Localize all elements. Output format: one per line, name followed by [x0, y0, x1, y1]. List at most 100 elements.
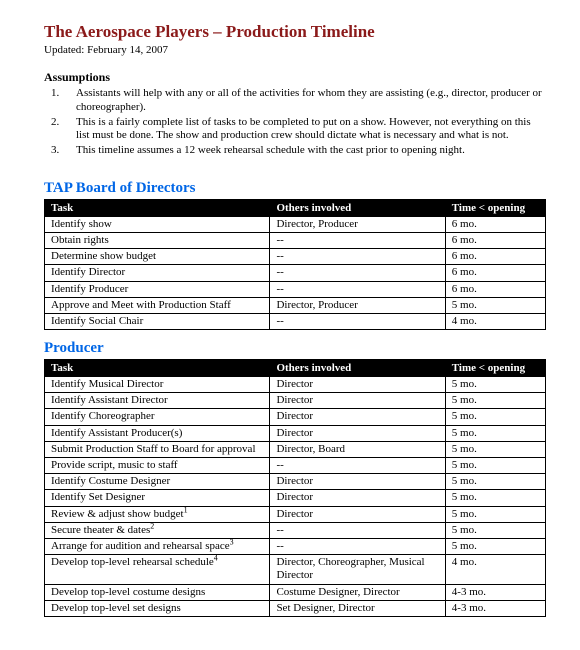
- cell-others: Director, Producer: [270, 216, 445, 232]
- column-header-task: Task: [45, 360, 270, 377]
- task-table: TaskOthers involvedTime < openingIdentif…: [44, 359, 546, 617]
- cell-time: 5 mo.: [445, 297, 545, 313]
- cell-task: Arrange for audition and rehearsal space…: [45, 538, 270, 554]
- column-header-others: Others involved: [270, 199, 445, 216]
- table-row: Identify Producer--6 mo.: [45, 281, 546, 297]
- cell-others: --: [270, 522, 445, 538]
- table-row: Identify Director--6 mo.: [45, 265, 546, 281]
- cell-task: Identify Assistant Producer(s): [45, 425, 270, 441]
- cell-task: Review & adjust show budget1: [45, 506, 270, 522]
- cell-task: Develop top-level rehearsal schedule4: [45, 555, 270, 584]
- cell-time: 6 mo.: [445, 249, 545, 265]
- section-heading: Producer: [44, 340, 546, 357]
- cell-others: Director, Board: [270, 441, 445, 457]
- task-table: TaskOthers involvedTime < openingIdentif…: [44, 199, 546, 330]
- cell-others: --: [270, 265, 445, 281]
- cell-time: 5 mo.: [445, 377, 545, 393]
- column-header-task: Task: [45, 199, 270, 216]
- table-row: Identify Musical DirectorDirector5 mo.: [45, 377, 546, 393]
- table-row: Identify Assistant DirectorDirector5 mo.: [45, 393, 546, 409]
- cell-others: Director: [270, 393, 445, 409]
- cell-time: 4 mo.: [445, 313, 545, 329]
- table-row: Identify showDirector, Producer6 mo.: [45, 216, 546, 232]
- page-title: The Aerospace Players – Production Timel…: [44, 22, 546, 42]
- cell-task: Identify Costume Designer: [45, 474, 270, 490]
- cell-time: 6 mo.: [445, 281, 545, 297]
- cell-task: Secure theater & dates2: [45, 522, 270, 538]
- table-row: Develop top-level costume designsCostume…: [45, 584, 546, 600]
- cell-others: --: [270, 538, 445, 554]
- cell-task: Identify show: [45, 216, 270, 232]
- cell-others: --: [270, 313, 445, 329]
- section-heading: TAP Board of Directors: [44, 180, 546, 197]
- cell-others: Costume Designer, Director: [270, 584, 445, 600]
- cell-task: Provide script, music to staff: [45, 458, 270, 474]
- table-row: Submit Production Staff to Board for app…: [45, 441, 546, 457]
- cell-others: Director, Choreographer, Musical Directo…: [270, 555, 445, 584]
- cell-time: 5 mo.: [445, 474, 545, 490]
- cell-task: Identify Social Chair: [45, 313, 270, 329]
- assumption-item: This timeline assumes a 12 week rehearsa…: [62, 144, 546, 158]
- document-page: The Aerospace Players – Production Timel…: [0, 0, 580, 647]
- column-header-time: Time < opening: [445, 360, 545, 377]
- cell-time: 5 mo.: [445, 506, 545, 522]
- table-row: Identify Assistant Producer(s)Director5 …: [45, 425, 546, 441]
- cell-others: Director: [270, 425, 445, 441]
- table-row: Obtain rights--6 mo.: [45, 232, 546, 248]
- assumptions-heading: Assumptions: [44, 70, 546, 85]
- cell-others: --: [270, 281, 445, 297]
- cell-time: 5 mo.: [445, 522, 545, 538]
- cell-task: Determine show budget: [45, 249, 270, 265]
- cell-time: 5 mo.: [445, 393, 545, 409]
- cell-others: Director: [270, 377, 445, 393]
- cell-time: 4 mo.: [445, 555, 545, 584]
- table-row: Approve and Meet with Production StaffDi…: [45, 297, 546, 313]
- cell-task: Develop top-level costume designs: [45, 584, 270, 600]
- cell-task: Submit Production Staff to Board for app…: [45, 441, 270, 457]
- cell-others: --: [270, 249, 445, 265]
- cell-task: Develop top-level set designs: [45, 600, 270, 616]
- cell-task: Identify Musical Director: [45, 377, 270, 393]
- cell-time: 4-3 mo.: [445, 584, 545, 600]
- cell-task: Identify Assistant Director: [45, 393, 270, 409]
- table-row: Identify Set DesignerDirector5 mo.: [45, 490, 546, 506]
- table-row: Review & adjust show budget1Director5 mo…: [45, 506, 546, 522]
- cell-others: Set Designer, Director: [270, 600, 445, 616]
- cell-others: Director: [270, 490, 445, 506]
- table-row: Provide script, music to staff--5 mo.: [45, 458, 546, 474]
- cell-task: Obtain rights: [45, 232, 270, 248]
- cell-time: 5 mo.: [445, 425, 545, 441]
- cell-task: Identify Choreographer: [45, 409, 270, 425]
- column-header-time: Time < opening: [445, 199, 545, 216]
- cell-others: Director: [270, 474, 445, 490]
- cell-others: Director: [270, 409, 445, 425]
- cell-task: Identify Producer: [45, 281, 270, 297]
- column-header-others: Others involved: [270, 360, 445, 377]
- sections-container: TAP Board of DirectorsTaskOthers involve…: [44, 180, 546, 617]
- table-row: Develop top-level rehearsal schedule4Dir…: [45, 555, 546, 584]
- table-row: Identify Social Chair--4 mo.: [45, 313, 546, 329]
- table-row: Identify ChoreographerDirector5 mo.: [45, 409, 546, 425]
- cell-time: 6 mo.: [445, 216, 545, 232]
- cell-time: 5 mo.: [445, 409, 545, 425]
- cell-task: Approve and Meet with Production Staff: [45, 297, 270, 313]
- cell-others: --: [270, 458, 445, 474]
- cell-task: Identify Set Designer: [45, 490, 270, 506]
- cell-task: Identify Director: [45, 265, 270, 281]
- cell-time: 5 mo.: [445, 458, 545, 474]
- assumption-item: Assistants will help with any or all of …: [62, 87, 546, 115]
- cell-time: 6 mo.: [445, 232, 545, 248]
- cell-others: Director: [270, 506, 445, 522]
- cell-others: --: [270, 232, 445, 248]
- cell-others: Director, Producer: [270, 297, 445, 313]
- table-row: Determine show budget--6 mo.: [45, 249, 546, 265]
- table-row: Identify Costume DesignerDirector5 mo.: [45, 474, 546, 490]
- table-row: Arrange for audition and rehearsal space…: [45, 538, 546, 554]
- assumptions-list: Assistants will help with any or all of …: [44, 87, 546, 158]
- cell-time: 5 mo.: [445, 490, 545, 506]
- table-row: Secure theater & dates2--5 mo.: [45, 522, 546, 538]
- cell-time: 5 mo.: [445, 538, 545, 554]
- cell-time: 5 mo.: [445, 441, 545, 457]
- assumption-item: This is a fairly complete list of tasks …: [62, 116, 546, 144]
- cell-time: 4-3 mo.: [445, 600, 545, 616]
